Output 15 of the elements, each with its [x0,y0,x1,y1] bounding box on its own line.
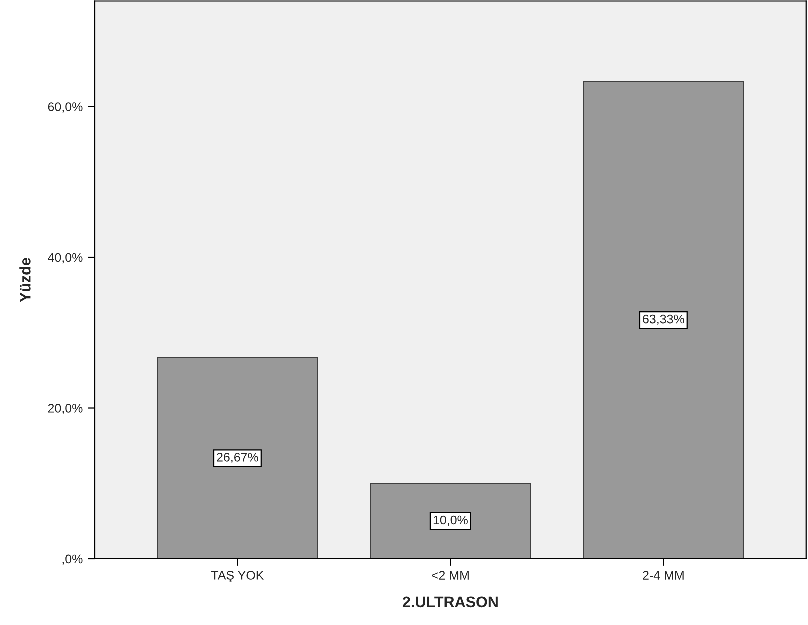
y-tick-label: 40,0% [48,253,83,264]
bar [157,357,318,559]
bar [370,483,532,559]
data-label: 63,33% [643,314,684,326]
y-tick-label: 60,0% [48,102,83,113]
y-tick-label: ,0% [62,554,83,566]
x-tick-label: 2-4 MM [643,571,684,580]
y-axis-title: Yüzde [20,258,31,302]
x-tick-label: <2 MM [432,571,469,580]
x-axis-title: 2.ULTRASON [402,596,498,608]
y-tick-label: 20,0% [48,404,83,414]
x-tick-label: TAŞ YOK [211,571,264,582]
data-label: 26,67% [217,452,258,464]
bar [583,81,744,559]
data-label: 10,0% [434,516,468,526]
